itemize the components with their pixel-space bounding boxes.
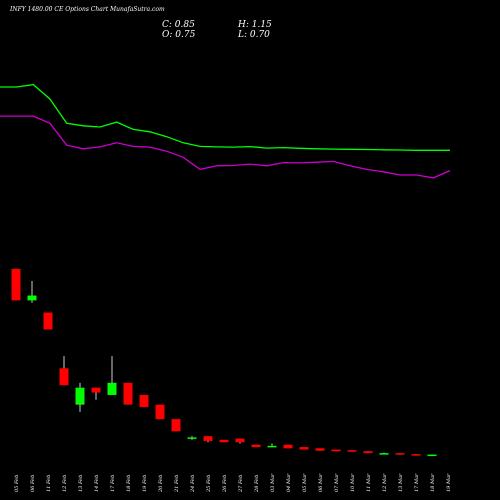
candle-10 — [171, 419, 181, 432]
candle-body — [171, 419, 181, 432]
x-tick-label: 13 Mar — [398, 473, 404, 492]
candle-7 — [123, 382, 133, 405]
candle-4 — [75, 382, 85, 412]
candle-body — [427, 454, 437, 457]
candle-body — [27, 295, 37, 301]
candle-18 — [299, 447, 309, 450]
candle-6 — [107, 356, 117, 395]
moving-average-layer — [0, 83, 451, 179]
candle-3 — [59, 356, 69, 386]
candle-body — [107, 382, 117, 395]
candle-body — [139, 394, 149, 408]
candle-body — [251, 444, 261, 448]
candle-5 — [91, 387, 101, 400]
candle-2 — [43, 312, 53, 330]
open-value: O: 0.75 — [162, 30, 196, 40]
candle-22 — [363, 451, 373, 454]
x-tick-label: 20 Feb — [158, 475, 164, 493]
x-tick-label: 27 Feb — [238, 475, 244, 493]
candle-8 — [139, 394, 149, 408]
candle-body — [75, 387, 85, 405]
close-value: C: 0.85 — [162, 20, 195, 30]
chart-title: INFY 1480.00 CE Options Chart MunafaSutr… — [10, 6, 165, 13]
candle-24 — [395, 453, 405, 455]
candle-body — [155, 404, 165, 420]
candle-layer — [11, 268, 437, 457]
candle-16 — [267, 443, 277, 448]
x-tick-label: 11 Feb — [46, 475, 52, 492]
candle-body — [283, 444, 293, 449]
candle-body — [411, 454, 421, 456]
ma-green-line — [0, 83, 450, 151]
candle-body — [59, 368, 69, 386]
candle-body — [331, 449, 341, 452]
x-tick-label: 18 Mar — [430, 473, 436, 492]
x-tick-label: 26 Feb — [222, 475, 228, 493]
candle-body — [315, 448, 325, 451]
candle-9 — [155, 404, 165, 420]
candle-body — [267, 445, 277, 448]
candle-13 — [219, 439, 229, 443]
candle-body — [379, 453, 389, 455]
candle-body — [299, 447, 309, 450]
candle-body — [347, 450, 357, 452]
x-tick-label: 12 Mar — [382, 473, 388, 492]
candle-1 — [27, 280, 37, 303]
candle-15 — [251, 444, 261, 448]
x-tick-label: 19 Feb — [142, 475, 148, 492]
x-tick-label: 05 Mar — [302, 473, 308, 492]
x-tick-label: 11 Mar — [366, 473, 372, 492]
candle-21 — [347, 450, 357, 452]
x-tick-label: 28 Feb — [254, 475, 260, 493]
candle-body — [11, 268, 21, 301]
candle-20 — [331, 449, 341, 452]
x-tick-label: 03 Mar — [270, 473, 276, 492]
high-value: H: 1.15 — [238, 20, 272, 30]
x-tick-label: 07 Mar — [334, 473, 340, 492]
candle-body — [395, 453, 405, 455]
candle-0 — [11, 268, 21, 301]
x-tick-label: 06 Feb — [30, 475, 36, 492]
x-tick-label: 04 Mar — [286, 473, 292, 492]
x-tick-label: 17 Feb — [110, 475, 116, 492]
x-tick-label: 24 Feb — [190, 475, 196, 493]
candle-17 — [283, 444, 293, 449]
candle-25 — [411, 454, 421, 456]
x-tick-label: 12 Feb — [62, 475, 68, 492]
ma-magenta-line — [0, 115, 451, 179]
candle-body — [123, 382, 133, 405]
candle-11 — [187, 436, 197, 440]
x-tick-label: 18 Feb — [126, 475, 132, 492]
candle-23 — [379, 452, 389, 455]
x-axis-labels: 05 Feb 06 Feb 11 Feb 12 Feb 13 Feb 14 Feb 17 F… — [14, 473, 452, 493]
candle-19 — [315, 448, 325, 451]
x-tick-label: 25 Feb — [206, 475, 212, 493]
x-tick-label: 05 Feb — [14, 475, 20, 492]
x-tick-label: 21 Feb — [174, 475, 180, 493]
candle-body — [363, 451, 373, 454]
candle-14 — [235, 438, 245, 444]
candle-body — [91, 387, 101, 393]
candle-12 — [203, 436, 213, 443]
x-tick-label: 06 Mar — [318, 473, 324, 492]
candle-body — [235, 438, 245, 443]
x-tick-label: 19 Mar — [446, 473, 452, 492]
x-tick-label: 17 Mar — [414, 473, 420, 492]
candle-body — [187, 437, 197, 439]
x-tick-label: 14 Feb — [94, 475, 100, 492]
x-tick-label: 13 Feb — [78, 475, 84, 492]
x-tick-label: 10 Mar — [350, 473, 356, 492]
candle-body — [203, 436, 213, 442]
candle-body — [43, 312, 53, 330]
candle-26 — [427, 454, 437, 457]
candle-body — [219, 439, 229, 443]
low-value: L: 0.70 — [238, 30, 270, 40]
